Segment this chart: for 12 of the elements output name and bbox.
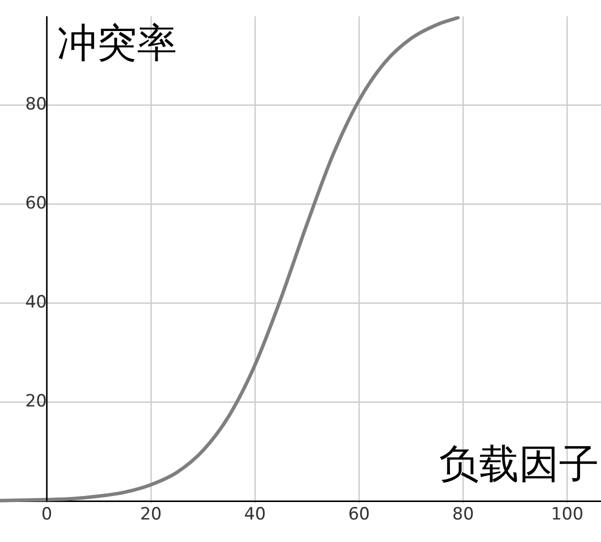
x-tick-label: 100 <box>550 504 584 525</box>
x-tick-label: 60 <box>348 504 370 525</box>
y-axis-title: 冲突率 <box>56 20 177 67</box>
y-tick-label: 60 <box>25 194 47 214</box>
x-tick-label: 40 <box>244 504 266 525</box>
y-tick-label: 20 <box>25 392 47 412</box>
y-tick-label: 80 <box>25 94 47 115</box>
x-tick-label: 0 <box>41 504 52 525</box>
x-tick-label: 80 <box>452 504 474 525</box>
x-tick-label: 20 <box>140 504 162 525</box>
x-axis-title: 负载因子 <box>439 441 599 488</box>
y-tick-label: 40 <box>25 292 47 313</box>
